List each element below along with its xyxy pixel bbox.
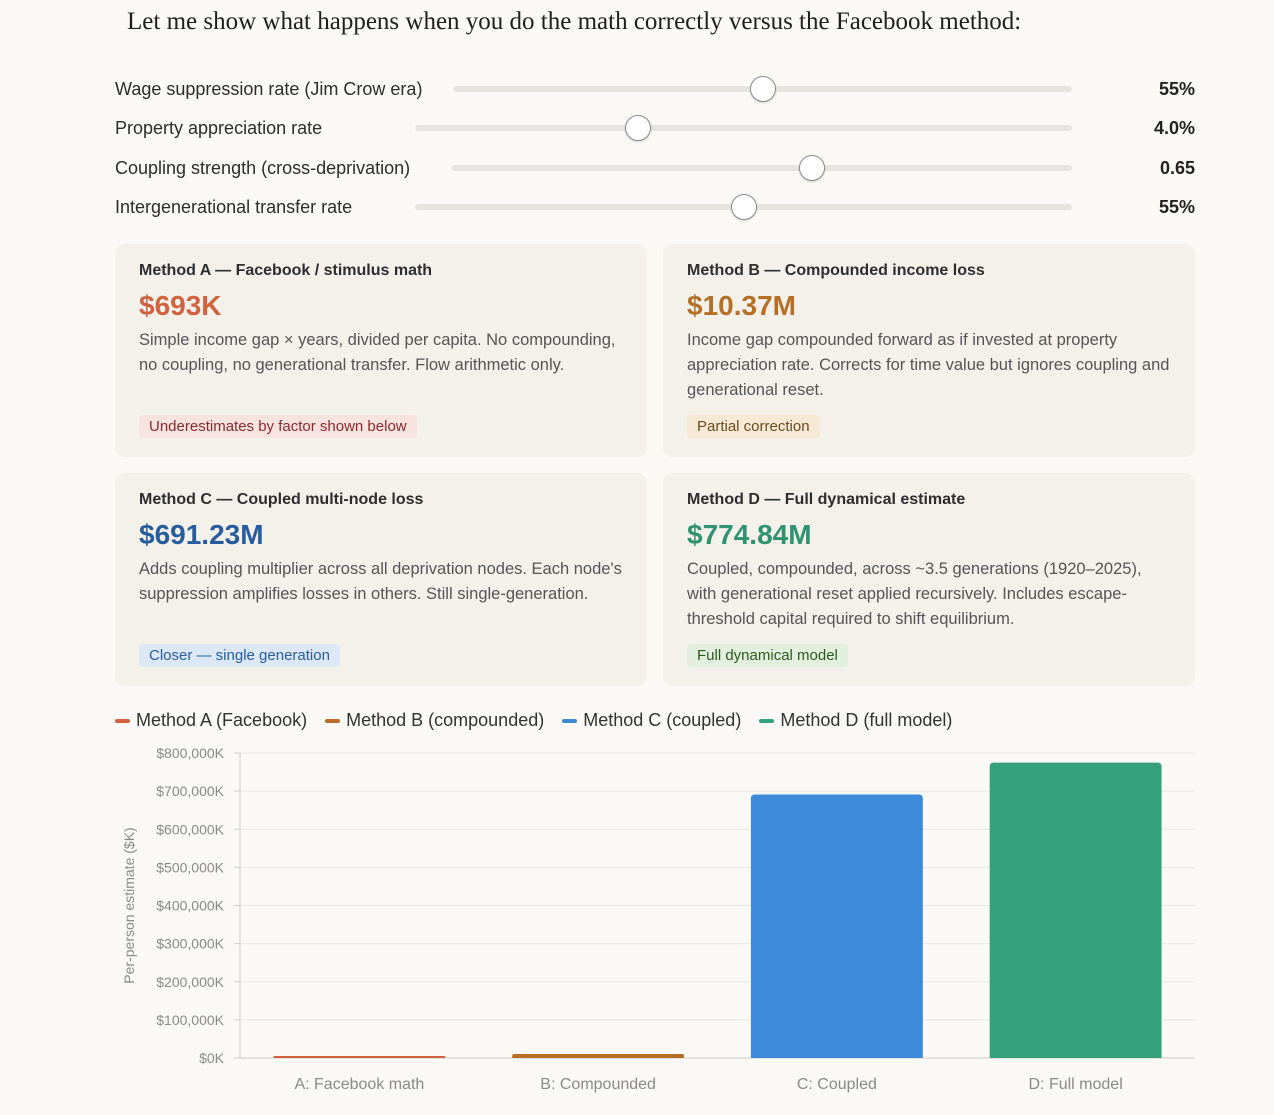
x-tick-label: C: Coupled bbox=[797, 1076, 877, 1093]
slider-track[interactable] bbox=[453, 76, 1072, 102]
y-tick-label: $700,000K bbox=[156, 783, 224, 799]
legend-label: Method A (Facebook) bbox=[136, 710, 308, 730]
y-tick-label: $500,000K bbox=[156, 859, 224, 875]
x-tick-label: B: Compounded bbox=[540, 1076, 656, 1093]
slider-thumb[interactable] bbox=[749, 76, 776, 102]
card-description: Adds coupling multiplier across all depr… bbox=[139, 560, 622, 603]
y-axis-label: Per-person estimate ($K) bbox=[121, 827, 137, 983]
legend-label: Method D (full model) bbox=[780, 710, 953, 730]
legend-item-method-c[interactable]: Method C (coupled) bbox=[562, 710, 741, 731]
card-badge: Full dynamical model bbox=[687, 644, 848, 667]
card-badge: Partial correction bbox=[687, 415, 820, 438]
x-tick-label: A: Facebook math bbox=[294, 1076, 424, 1093]
slider-coupling-strength: Coupling strength (cross-deprivation) 0.… bbox=[115, 153, 1195, 183]
card-value: $774.84M bbox=[687, 519, 812, 550]
slider-track[interactable] bbox=[415, 115, 1072, 141]
slider-wage-suppression: Wage suppression rate (Jim Crow era) 55% bbox=[115, 74, 1195, 104]
legend-label: Method C (coupled) bbox=[583, 710, 742, 730]
card-title: Method C — Coupled multi-node loss bbox=[139, 491, 424, 508]
method-c-card: Method C — Coupled multi-node loss $691.… bbox=[115, 473, 647, 686]
card-description: Income gap compounded forward as if inve… bbox=[687, 331, 1170, 399]
bar bbox=[750, 794, 923, 1058]
card-value: $10.37M bbox=[687, 290, 796, 321]
method-b-card: Method B — Compounded income loss $10.37… bbox=[663, 244, 1195, 457]
card-badge: Closer — single generation bbox=[139, 644, 340, 667]
chart-legend: Method A (Facebook) Method B (compounded… bbox=[115, 710, 952, 731]
y-tick-label: $200,000K bbox=[156, 974, 224, 990]
slider-label: Wage suppression rate (Jim Crow era) bbox=[115, 78, 423, 99]
slider-value: 0.65 bbox=[1159, 157, 1195, 178]
legend-item-method-b[interactable]: Method B (compounded) bbox=[325, 710, 544, 731]
method-a-card: Method A — Facebook / stimulus math $693… bbox=[115, 244, 647, 457]
slider-track[interactable] bbox=[452, 155, 1072, 181]
legend-item-method-a[interactable]: Method A (Facebook) bbox=[115, 710, 307, 731]
legend-swatch bbox=[325, 718, 341, 723]
legend-swatch bbox=[562, 718, 578, 723]
card-value: $693K bbox=[139, 290, 222, 321]
legend-swatch bbox=[115, 718, 130, 723]
legend-label: Method B (compounded) bbox=[346, 710, 545, 730]
card-badge: Underestimates by factor shown below bbox=[139, 415, 417, 438]
bar bbox=[512, 1054, 685, 1058]
card-title: Method A — Facebook / stimulus math bbox=[139, 262, 433, 279]
slider-track[interactable] bbox=[415, 194, 1072, 220]
card-title: Method D — Full dynamical estimate bbox=[687, 491, 966, 508]
legend-swatch bbox=[759, 718, 775, 723]
card-description: Coupled, compounded, across ~3.5 generat… bbox=[687, 560, 1142, 628]
slider-property-appreciation: Property appreciation rate 4.0% bbox=[115, 113, 1195, 143]
legend-item-method-d[interactable]: Method D (full model) bbox=[759, 710, 952, 731]
y-tick-label: $600,000K bbox=[156, 821, 224, 837]
slider-thumb[interactable] bbox=[730, 194, 757, 220]
page-heading: Let me show what happens when you do the… bbox=[127, 8, 1022, 35]
slider-thumb[interactable] bbox=[798, 155, 825, 181]
y-tick-label: $800,000K bbox=[156, 745, 224, 761]
slider-value: 4.0% bbox=[1153, 117, 1195, 138]
y-tick-label: $300,000K bbox=[156, 936, 224, 952]
y-tick-label: $400,000K bbox=[156, 898, 224, 914]
slider-thumb[interactable] bbox=[625, 115, 652, 141]
slider-intergenerational-transfer: Intergenerational transfer rate 55% bbox=[115, 192, 1195, 222]
slider-label: Intergenerational transfer rate bbox=[115, 196, 353, 217]
bar-chart: $0K $100,000K $200,000K $300,000K $400,000K $… bbox=[121, 745, 1195, 1093]
card-value: $691.23M bbox=[139, 519, 264, 550]
slider-label: Property appreciation rate bbox=[115, 117, 323, 138]
x-tick-label: D: Full model bbox=[1029, 1076, 1123, 1093]
y-tick-label: $100,000K bbox=[156, 1012, 224, 1028]
method-d-card: Method D — Full dynamical estimate $774.… bbox=[663, 473, 1195, 686]
bar bbox=[989, 762, 1162, 1058]
bar bbox=[273, 1056, 446, 1058]
y-tick-label: $0K bbox=[199, 1050, 225, 1066]
card-description: Simple income gap × years, divided per c… bbox=[139, 331, 616, 374]
card-title: Method B — Compounded income loss bbox=[687, 262, 985, 279]
slider-label: Coupling strength (cross-deprivation) bbox=[115, 157, 411, 178]
slider-value: 55% bbox=[1158, 196, 1195, 217]
slider-value: 55% bbox=[1158, 78, 1195, 99]
